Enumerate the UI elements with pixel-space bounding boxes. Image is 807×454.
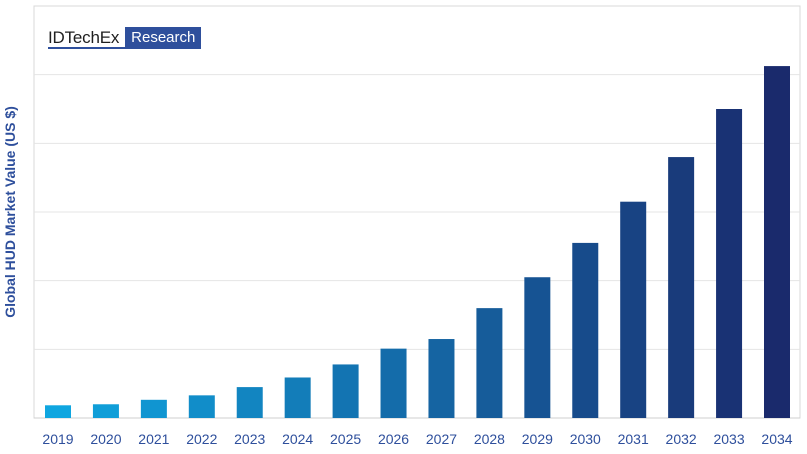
bar-2020 (92, 404, 119, 418)
x-tick-label-2024: 2024 (282, 431, 313, 447)
x-tick-label-2020: 2020 (90, 431, 121, 447)
bar-2024 (284, 377, 311, 418)
x-tick-label-2023: 2023 (234, 431, 265, 447)
x-tick-label-2029: 2029 (522, 431, 553, 447)
bar-2021 (140, 399, 167, 418)
idtechex-logo: IDTechEx Research (48, 27, 202, 49)
bar-2029 (524, 277, 551, 418)
x-tick-label-2026: 2026 (378, 431, 409, 447)
x-tick-label-2032: 2032 (666, 431, 697, 447)
x-tick-label-2022: 2022 (186, 431, 217, 447)
bar-2023 (236, 387, 263, 418)
y-axis-label: Global HUD Market Value (US $) (2, 106, 18, 318)
x-tick-label-2034: 2034 (761, 431, 792, 447)
bar-2022 (188, 395, 215, 418)
bar-2030 (572, 242, 599, 418)
bar-2033 (716, 109, 743, 418)
x-tick-label-2019: 2019 (42, 431, 73, 447)
x-tick-label-2033: 2033 (713, 431, 744, 447)
bar-2032 (668, 157, 695, 419)
bar-2028 (476, 308, 503, 418)
bar-2025 (332, 364, 359, 418)
bar-2034 (764, 66, 790, 418)
x-tick-label-2027: 2027 (426, 431, 457, 447)
logo-research-badge: Research (125, 27, 202, 49)
x-tick-label-2028: 2028 (474, 431, 505, 447)
x-tick-label-2021: 2021 (138, 431, 169, 447)
bar-2026 (380, 348, 407, 418)
bar-2027 (428, 339, 455, 418)
logo-wordmark: IDTechEx (48, 27, 126, 49)
bar-series (45, 66, 790, 419)
bar-2019 (45, 405, 71, 418)
x-axis-tick-labels: 2019 2020 2021 2022 2023 2024 2025 2026 2027 2028… (42, 431, 792, 447)
x-tick-label-2030: 2030 (570, 431, 601, 447)
x-tick-label-2031: 2031 (618, 431, 649, 447)
bar-2031 (620, 201, 647, 418)
x-tick-label-2025: 2025 (330, 431, 361, 447)
